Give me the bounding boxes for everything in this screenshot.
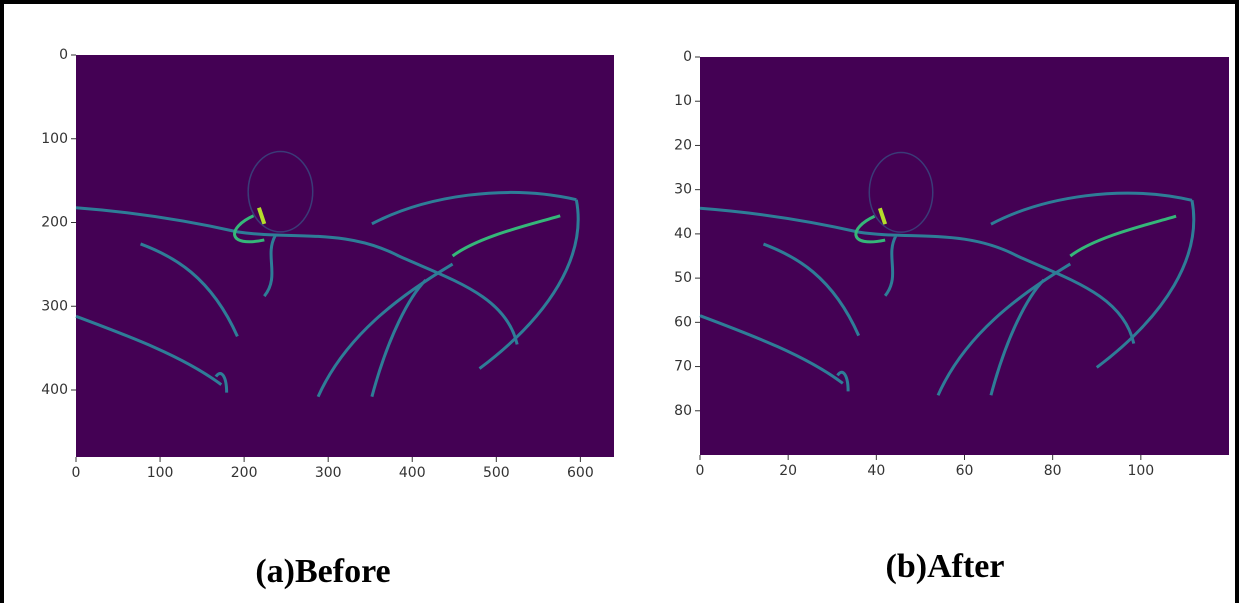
y-tick-label: 80 (674, 403, 692, 419)
y-tick-label: 20 (674, 137, 692, 153)
x-tick-label: 20 (779, 463, 797, 479)
y-tick-label: 200 (41, 215, 68, 231)
caption: (a)Before (255, 553, 390, 590)
x-tick-label: 200 (231, 465, 258, 481)
y-tick-label: 400 (41, 382, 68, 398)
y-tick-label: 0 (59, 47, 68, 63)
x-tick-label: 0 (696, 463, 705, 479)
x-tick-label: 0 (72, 465, 81, 481)
x-tick-label: 100 (1127, 463, 1154, 479)
y-tick-label: 70 (674, 359, 692, 375)
caption: (b)After (886, 548, 1005, 585)
y-tick-label: 10 (674, 93, 692, 109)
y-tick-label: 300 (41, 298, 68, 314)
x-tick-label: 600 (567, 465, 594, 481)
x-tick-label: 500 (483, 465, 510, 481)
y-tick-label: 50 (674, 270, 692, 286)
y-tick-label: 100 (41, 131, 68, 147)
y-tick-label: 60 (674, 314, 692, 330)
image (700, 57, 1229, 455)
x-tick-label: 300 (315, 465, 342, 481)
x-tick-label: 80 (1044, 463, 1062, 479)
y-tick-label: 30 (674, 182, 692, 198)
x-tick-label: 40 (867, 463, 885, 479)
x-tick-label: 60 (956, 463, 974, 479)
x-tick-label: 400 (399, 465, 426, 481)
x-tick-label: 100 (147, 465, 174, 481)
image (76, 55, 614, 457)
figure: 01002003004005006000100200300400(a)Befor… (0, 0, 1239, 603)
y-tick-label: 0 (683, 49, 692, 65)
y-tick-label: 40 (674, 226, 692, 242)
